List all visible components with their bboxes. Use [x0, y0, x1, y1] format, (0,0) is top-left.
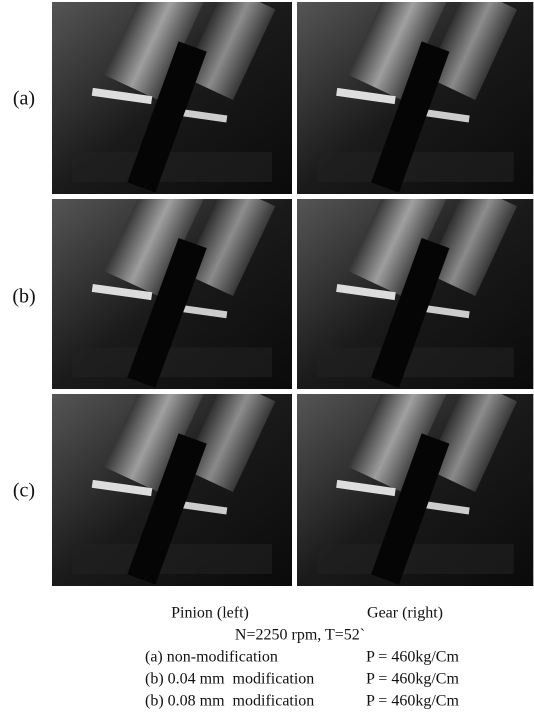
row-label: (b)	[12, 286, 35, 308]
photo	[297, 367, 533, 586]
case-label: (a) non-modification	[145, 649, 278, 666]
row-label: (a)	[13, 88, 35, 110]
case-label: (b) 0.04 mm modification	[145, 671, 314, 688]
case-load: P = 460kg/Cm	[366, 671, 459, 688]
figure: (a) (b) (c) Pinion (left) Gear (right) N…	[0, 0, 534, 724]
photo	[52, 0, 292, 194]
photo	[52, 367, 292, 586]
case-label: (b) 0.08 mm modification	[145, 693, 314, 710]
photo-grid	[52, 0, 533, 586]
conditions: N=2250 rpm, T=52`	[235, 627, 365, 644]
photo	[52, 172, 292, 389]
row-label: (c)	[13, 480, 35, 502]
photo	[297, 0, 533, 194]
case-load: P = 460kg/Cm	[366, 693, 459, 710]
case-load: P = 460kg/Cm	[366, 649, 459, 666]
column-label: Pinion (left)	[171, 605, 249, 622]
photo	[297, 172, 533, 389]
column-label: Gear (right)	[367, 605, 443, 622]
